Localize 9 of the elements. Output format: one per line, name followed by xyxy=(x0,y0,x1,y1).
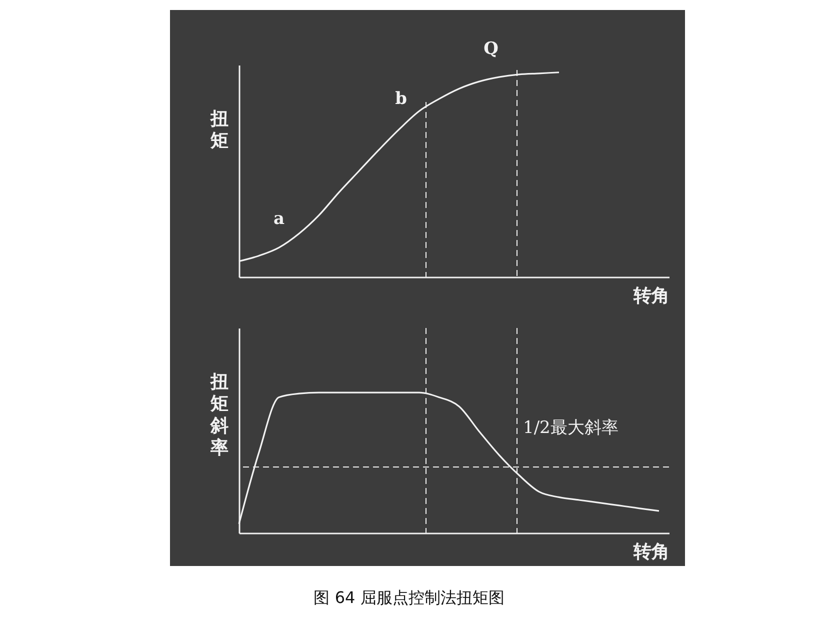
annotation: a xyxy=(273,209,285,229)
y-axis-title: 扭矩斜率 xyxy=(210,372,228,458)
text: Q xyxy=(484,39,499,59)
annotation: b xyxy=(395,89,408,109)
caption: 图 64 屈服点控制法扭矩图 xyxy=(312,588,506,609)
ref-line-label: 1/2最大斜率 xyxy=(523,418,618,438)
x-axis-title: 转角 xyxy=(632,286,670,306)
y-axis-title: 扭矩 xyxy=(210,108,228,152)
x-axis-title: 转角 xyxy=(632,542,670,562)
